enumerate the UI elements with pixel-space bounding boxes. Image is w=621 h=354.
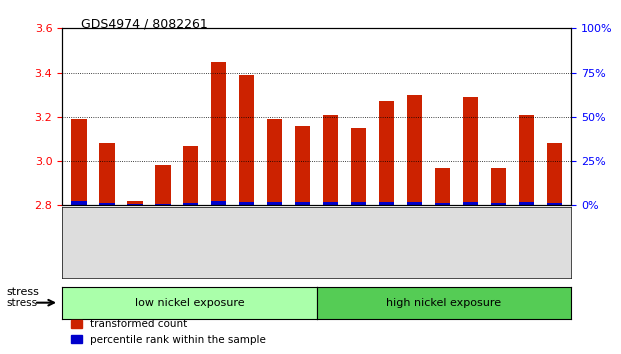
Bar bbox=[323, 202, 338, 205]
Bar bbox=[99, 143, 114, 205]
Bar bbox=[547, 202, 562, 205]
Bar bbox=[435, 202, 450, 205]
Bar bbox=[99, 202, 114, 205]
Bar bbox=[519, 115, 534, 205]
Bar bbox=[295, 202, 310, 205]
Bar bbox=[491, 168, 506, 205]
Bar bbox=[155, 165, 171, 205]
Bar bbox=[463, 202, 478, 205]
Bar bbox=[71, 201, 86, 205]
Bar bbox=[155, 204, 171, 205]
Text: stress: stress bbox=[6, 298, 37, 308]
Bar bbox=[127, 201, 143, 205]
Text: stress: stress bbox=[6, 287, 39, 297]
Bar bbox=[183, 202, 199, 205]
Bar bbox=[183, 145, 199, 205]
Bar bbox=[407, 95, 422, 205]
Bar bbox=[379, 202, 394, 205]
Bar bbox=[379, 101, 394, 205]
Bar bbox=[351, 128, 366, 205]
Bar bbox=[491, 202, 506, 205]
Bar bbox=[239, 202, 255, 205]
Bar bbox=[435, 168, 450, 205]
Text: high nickel exposure: high nickel exposure bbox=[386, 298, 502, 308]
Legend: transformed count, percentile rank within the sample: transformed count, percentile rank withi… bbox=[67, 315, 270, 349]
Bar bbox=[323, 115, 338, 205]
Text: low nickel exposure: low nickel exposure bbox=[135, 298, 244, 308]
Bar bbox=[407, 202, 422, 205]
Bar bbox=[71, 119, 86, 205]
Bar bbox=[211, 201, 227, 205]
Bar bbox=[351, 202, 366, 205]
Bar bbox=[267, 202, 283, 205]
Bar bbox=[519, 202, 534, 205]
Text: GDS4974 / 8082261: GDS4974 / 8082261 bbox=[81, 18, 207, 31]
Bar bbox=[463, 97, 478, 205]
Bar bbox=[267, 119, 283, 205]
Bar bbox=[211, 62, 227, 205]
Bar bbox=[295, 126, 310, 205]
Bar bbox=[547, 143, 562, 205]
Bar bbox=[239, 75, 255, 205]
